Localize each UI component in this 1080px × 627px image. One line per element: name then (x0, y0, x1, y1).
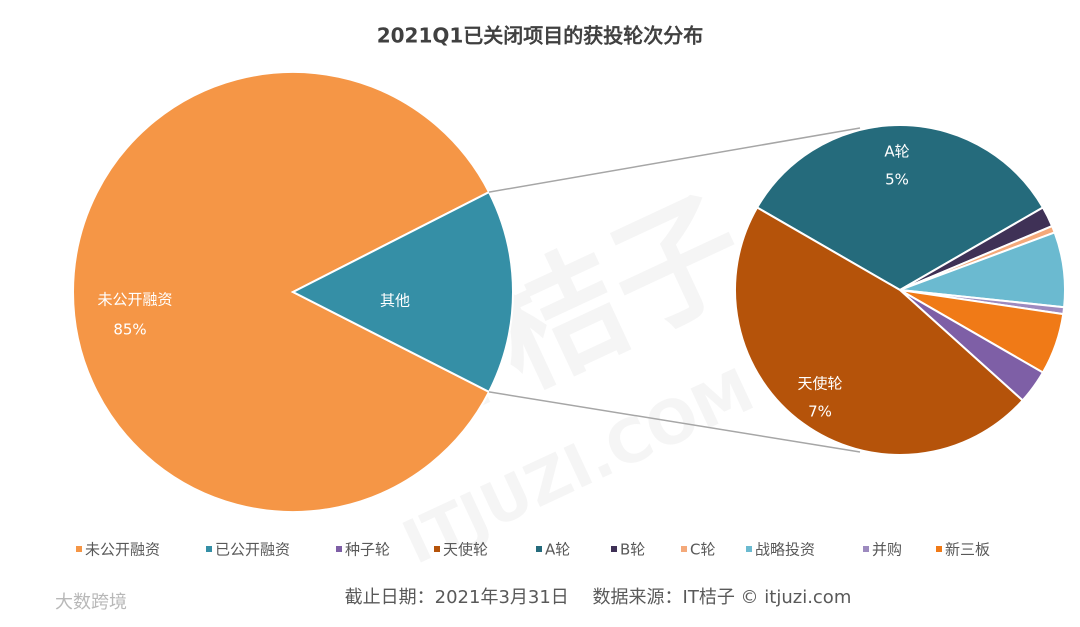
legend-marker (536, 546, 542, 552)
legend-marker (681, 546, 687, 552)
legend-marker (434, 546, 440, 552)
legend-marker (611, 546, 617, 552)
legend-label: 新三板 (945, 541, 990, 559)
legend-marker (863, 546, 869, 552)
connector-line (488, 127, 861, 193)
legend-label: B轮 (620, 541, 645, 559)
legend-label: C轮 (690, 541, 715, 559)
data-label: 天使轮 (797, 375, 842, 393)
legend-marker (746, 546, 752, 552)
legend-label: 未公开融资 (85, 541, 160, 559)
legend-label: 战略投资 (755, 541, 815, 559)
legend-marker (76, 546, 82, 552)
legend-marker (936, 546, 942, 552)
legend-label: A轮 (545, 541, 570, 559)
pie-slice (734, 206, 1025, 456)
watermark: 大数跨境 (55, 592, 127, 613)
data-label: 85% (113, 321, 146, 339)
pie-slice (755, 124, 1045, 292)
legend-marker (206, 546, 212, 552)
data-label: 7% (808, 403, 832, 421)
data-label: 未公开融资 (97, 291, 172, 309)
legend-label: 已公开融资 (215, 541, 290, 559)
footnote: 截止日期：2021年3月31日 数据来源：IT桔子 © itjuzi.com (345, 587, 852, 608)
chart-title: 2021Q1已关闭项目的获投轮次分布 (377, 24, 704, 48)
legend-label: 天使轮 (443, 541, 488, 559)
connector-line (488, 391, 861, 453)
data-label: 5% (885, 171, 909, 189)
legend-marker (336, 546, 342, 552)
legend-label: 并购 (872, 541, 902, 559)
pie-slice (290, 190, 514, 394)
data-label: A轮 (884, 143, 909, 161)
legend-label: 种子轮 (345, 541, 390, 559)
pie-slice (71, 71, 491, 513)
data-label: 其他 (380, 292, 410, 310)
